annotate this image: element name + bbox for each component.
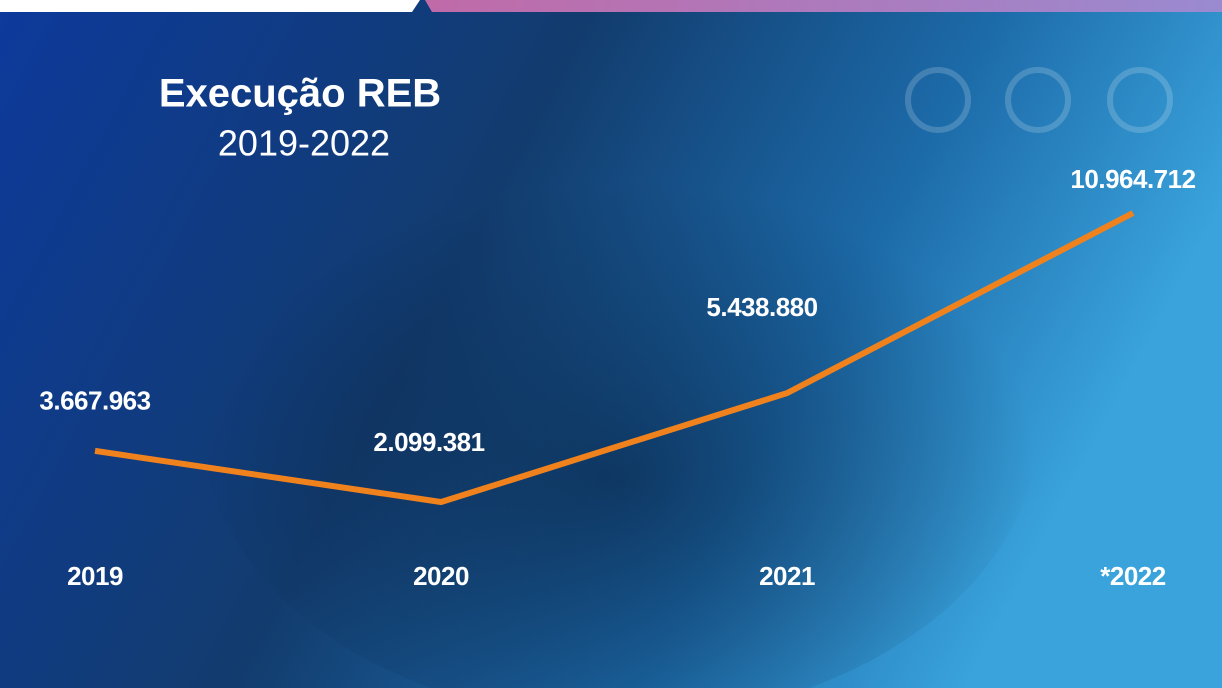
chart-title: Execução REB	[159, 72, 441, 116]
top-strip-white	[0, 0, 420, 12]
line	[94, 210, 1135, 506]
background-shade	[200, 120, 1040, 688]
value-label: 5.438.880	[706, 292, 817, 322]
value-label: 3.667.963	[39, 386, 150, 416]
value-label: 10.964.712	[1070, 164, 1195, 194]
top-strip	[425, 0, 1222, 12]
chart-subtitle: 2019-2022	[218, 123, 390, 164]
decor-rings	[905, 67, 1173, 133]
x-tick-label: 2021	[759, 561, 815, 591]
x-tick-label: 2019	[67, 561, 123, 591]
x-tick-label: 2020	[413, 561, 469, 591]
x-tick-label: *2022	[1100, 561, 1165, 591]
value-label: 2.099.381	[373, 427, 484, 457]
